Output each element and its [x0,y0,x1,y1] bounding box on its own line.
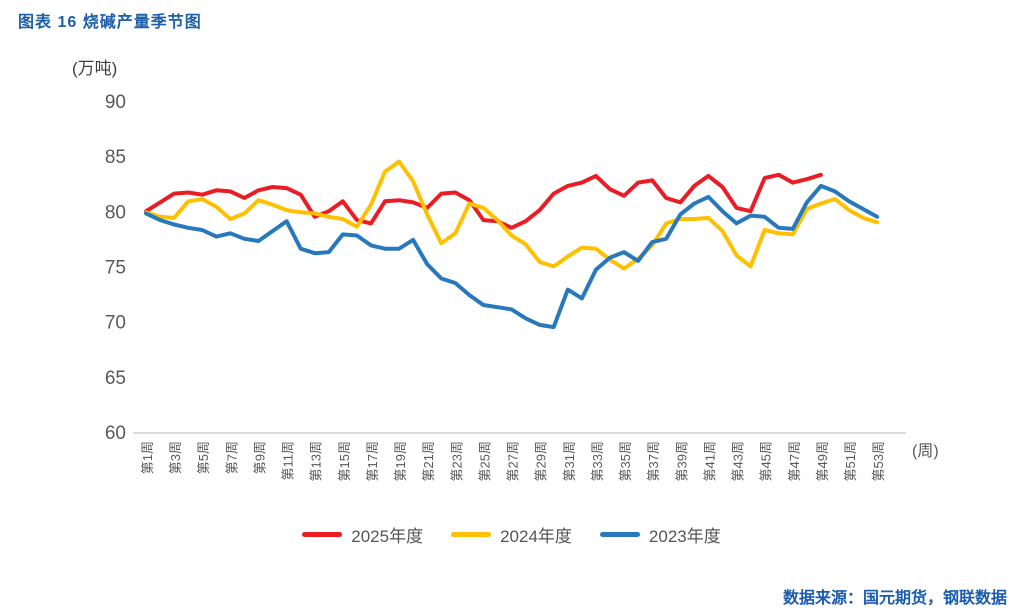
svg-text:第51周: 第51周 [843,441,858,481]
legend-label-2023: 2023年度 [648,527,721,546]
svg-text:第33周: 第33周 [590,441,605,481]
svg-text:第9周: 第9周 [253,441,268,474]
svg-text:第43周: 第43周 [731,441,746,481]
svg-text:第15周: 第15周 [337,441,352,481]
svg-text:(周): (周) [912,443,939,460]
data-source: 数据来源：国元期货，钢联数据 [782,590,1007,607]
svg-text:第29周: 第29周 [534,441,549,481]
svg-text:第45周: 第45周 [759,441,774,481]
legend-item-2024: 2024年度 [451,522,572,547]
svg-text:90: 90 [105,92,126,113]
svg-text:第41周: 第41周 [702,441,717,481]
legend-label-2025: 2025年度 [351,527,424,546]
svg-text:第19周: 第19周 [393,441,408,481]
svg-text:第13周: 第13周 [309,441,324,481]
svg-text:第11周: 第11周 [281,441,296,481]
legend-swatch-2025 [302,532,343,537]
legend-swatch-2023 [599,532,640,537]
svg-text:第25周: 第25周 [477,441,492,481]
svg-text:第5周: 第5周 [196,441,211,474]
svg-text:第7周: 第7周 [224,441,239,474]
legend-label-2024: 2024年度 [500,527,572,546]
svg-text:第23周: 第23周 [449,441,464,481]
chart-title: 图表 16 烧碱产量季节图 [18,14,202,31]
svg-text:第31周: 第31周 [562,441,577,481]
svg-text:第1周: 第1周 [140,441,155,474]
svg-text:65: 65 [105,368,126,389]
legend-swatch-2024 [451,532,492,537]
chart-legend: 2025年度 2024年度 2023年度 [0,522,1023,547]
svg-text:60: 60 [105,423,126,444]
svg-text:第37周: 第37周 [646,441,661,481]
legend-item-2023: 2023年度 [599,522,721,547]
svg-text:75: 75 [105,258,126,279]
svg-text:85: 85 [105,147,126,168]
svg-text:第35周: 第35周 [618,441,633,481]
svg-text:第17周: 第17周 [365,441,380,481]
y-axis-unit-label: (万吨) [72,59,118,78]
svg-text:70: 70 [105,313,126,334]
legend-item-2025: 2025年度 [302,522,423,547]
svg-text:第39周: 第39周 [674,441,689,481]
svg-text:第3周: 第3周 [168,441,183,474]
svg-text:第53周: 第53周 [871,441,886,481]
svg-text:第27周: 第27周 [506,441,521,481]
svg-text:80: 80 [105,202,126,223]
svg-text:第49周: 第49周 [815,441,830,481]
svg-text:第21周: 第21周 [421,441,436,481]
svg-text:第47周: 第47周 [787,441,802,481]
